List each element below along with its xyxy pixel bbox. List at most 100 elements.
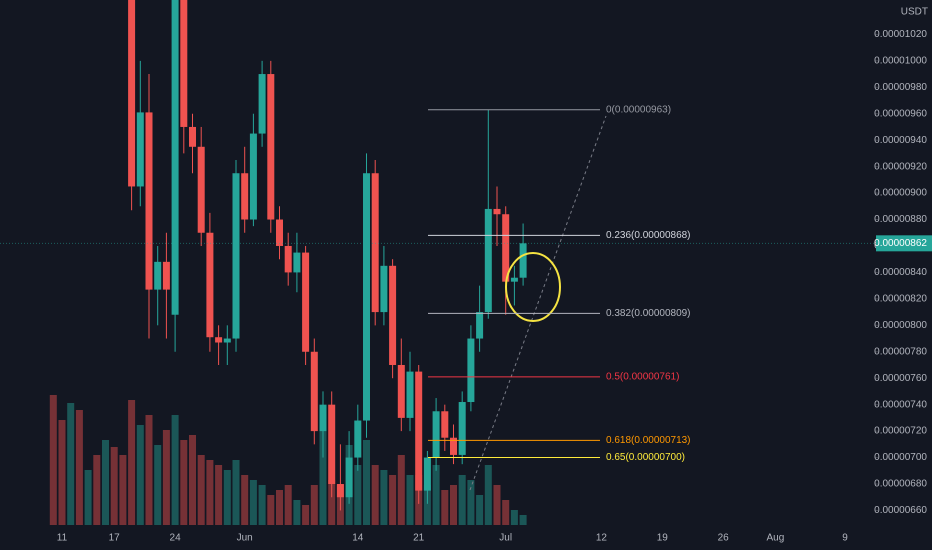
volume-bar [180,440,188,525]
volume-bar [136,425,144,525]
volume-bar [232,460,240,525]
candle-body [145,112,153,290]
candle-body [276,219,283,246]
candle-body [128,0,136,187]
fib-label: 0.382(0.00000809) [606,308,691,319]
candle-body [476,312,484,339]
candle-body [380,265,388,313]
volume-bar [328,480,336,525]
candle-body [319,404,327,432]
candle-body [450,437,457,455]
candle-body [258,74,266,134]
volume-bar [458,475,466,525]
volume-bar [484,465,492,525]
volume-bar [310,485,318,525]
volume-bar [354,465,362,525]
volume-bar [241,475,249,525]
y-tick-label: 0.00000900 [874,188,927,199]
volume-bar [110,447,118,525]
volume-bar [145,415,153,525]
volume-bar [223,470,231,525]
candle-body [232,173,240,339]
volume-bar [67,403,75,525]
volume-bar [119,455,127,525]
volume-bar [302,505,310,525]
volume-bar [84,470,92,525]
volume-bar [154,445,162,525]
x-tick-label: Aug [767,533,785,544]
volume-bar [441,490,449,525]
volume-bar [75,410,83,525]
volume-bar [389,475,397,525]
candle-body [345,457,353,498]
volume-bar [467,480,475,525]
volume-bar [49,395,57,525]
fib-label: 0.65(0.00000700) [606,452,685,463]
candle-body [328,404,336,485]
candle-body [310,351,318,432]
volume-bar [197,455,205,525]
y-tick-label: 0.00000800 [874,320,927,331]
candle-body [510,277,518,282]
volume-bar [128,400,136,525]
candle-body [397,364,405,418]
y-tick-label: 0.00001000 [874,55,927,66]
candle-body [363,173,370,421]
x-tick-label: Jun [237,533,253,544]
candle-body [336,484,344,498]
candle-body [458,402,466,455]
x-tick-label: 12 [596,533,608,544]
fib-label: 0.5(0.00000761) [606,372,679,383]
volume-bar [450,485,457,525]
y-tick-label: 0.00000780 [874,346,927,357]
volume-bar [380,470,388,525]
current-price-label: 0.00000862 [874,238,927,249]
candle-body [371,173,379,313]
candle-body [302,252,310,352]
volume-bar [93,455,101,525]
volume-layer [49,395,527,525]
candle-body [136,112,144,187]
candle-body [484,208,492,313]
volume-bar [519,515,527,525]
y-tick-label: 0.00000880 [874,214,927,225]
volume-bar [162,430,170,525]
volume-bar [406,475,414,525]
volume-bar [363,440,370,525]
candle-body [162,261,170,290]
candle-body [223,338,231,343]
candle-body [389,265,397,365]
y-tick-label: 0.00000820 [874,294,927,305]
y-tick-label: 0.00000760 [874,373,927,384]
current-price-badge [876,235,932,252]
y-tick-label: 0.00000920 [874,161,927,172]
y-tick-label: 0.00000700 [874,452,927,463]
x-tick-label: 11 [57,533,68,544]
y-tick-label: 0.00000940 [874,135,927,146]
candle-body [354,420,362,458]
y-tick-label: 0.00000960 [874,108,927,119]
candle-body [432,411,440,458]
candle-body [441,411,449,438]
y-tick-label: 0.00000840 [874,267,927,278]
x-tick-label: 26 [718,533,730,544]
y-tick-label: 0.00000680 [874,479,927,490]
volume-bar [284,485,292,525]
y-tick-label: 0.00000980 [874,82,927,93]
volume-bar [476,495,484,525]
candle-body [467,338,475,403]
x-tick-label: Jul [499,533,512,544]
candle-body [241,173,249,220]
candle-body [206,232,214,338]
drawing-layer [469,115,607,491]
volume-bar [58,420,66,525]
candle-body [215,337,223,343]
candle-body [406,371,414,418]
volume-bar [102,440,109,525]
volume-bar [493,485,501,525]
candle-layer [128,0,527,511]
volume-bar [293,500,301,525]
highlight-circle [505,252,561,322]
volume-bar [215,465,223,525]
volume-bar [189,435,196,525]
